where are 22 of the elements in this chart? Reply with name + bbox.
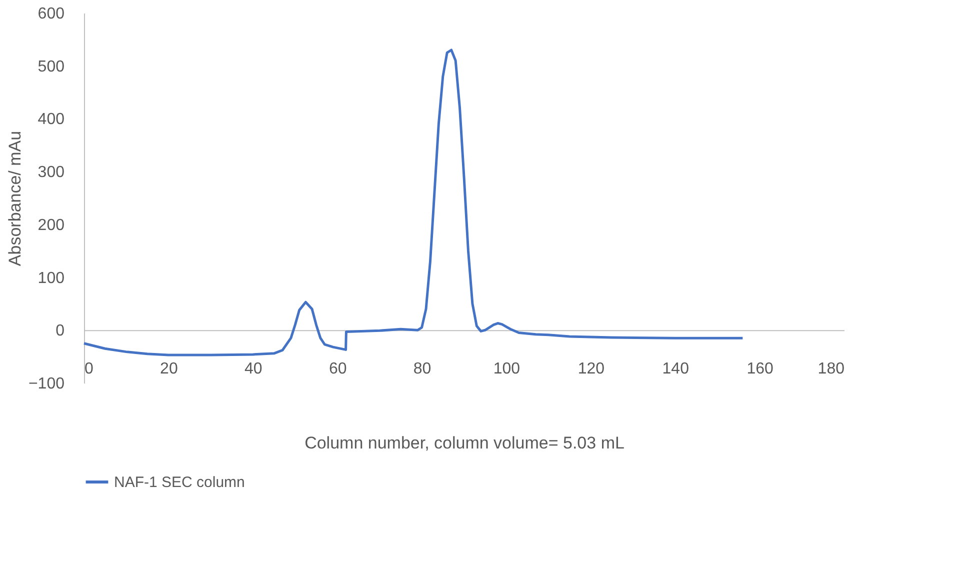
y-axis-title: Absorbance/ mAu: [5, 130, 24, 266]
y-tick-label: 0: [56, 322, 65, 340]
line-series: [82, 48, 744, 356]
y-tick-label: 600: [38, 6, 65, 22]
x-tick-label: 40: [244, 360, 262, 378]
x-tick-label: 20: [160, 360, 178, 378]
y-tick-label: −100: [28, 376, 65, 392]
x-tick-label: 180: [818, 360, 845, 378]
x-tick-label: 0: [84, 360, 94, 378]
y-tick-label: 300: [38, 164, 65, 182]
legend-label: NAF-1 SEC column: [114, 474, 245, 491]
y-tick-label: 100: [38, 270, 65, 287]
y-tick-label: 400: [38, 111, 65, 128]
x-tick-label: 140: [662, 360, 690, 378]
y-tick-label: 200: [38, 216, 65, 234]
x-tick-label: 60: [328, 360, 347, 378]
x-tick-label: 100: [493, 360, 520, 378]
x-tick-label: 160: [746, 360, 774, 378]
x-axis-title: Column number, column volume= 5.03 mL: [304, 434, 624, 452]
y-tick-label: 500: [38, 58, 65, 76]
x-tick-label: 120: [578, 360, 605, 378]
x-tick-label: 80: [413, 360, 432, 378]
